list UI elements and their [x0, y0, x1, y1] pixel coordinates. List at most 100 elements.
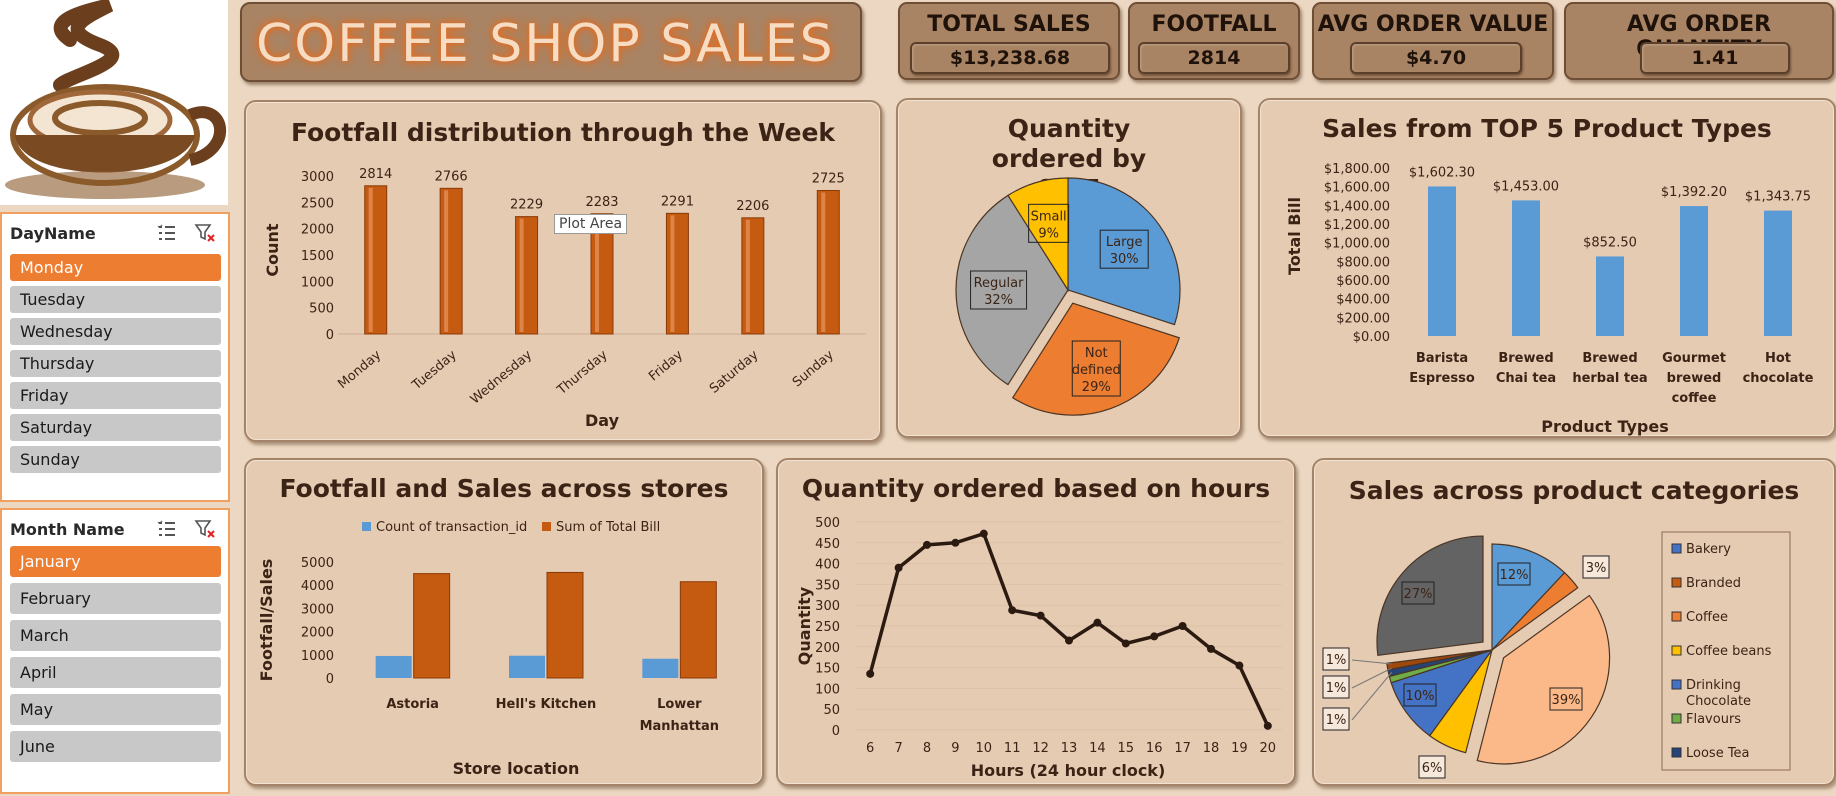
- bar[interactable]: [546, 571, 584, 679]
- data-point[interactable]: [1065, 636, 1073, 645]
- y-tick-label: 1000: [301, 649, 334, 664]
- data-label-box: [1549, 687, 1583, 711]
- bar[interactable]: [816, 189, 840, 335]
- series-line[interactable]: [868, 531, 1270, 727]
- legend-swatch: [1671, 543, 1682, 554]
- slicer-header: DayName: [10, 224, 96, 243]
- multi-select-icon[interactable]: [156, 222, 178, 244]
- bar[interactable]: [1512, 200, 1540, 336]
- category-pie-slice[interactable]: [1491, 571, 1579, 651]
- slicer-item-march[interactable]: March: [10, 620, 221, 651]
- data-point[interactable]: [979, 529, 988, 538]
- data-point[interactable]: [894, 563, 903, 572]
- kpi-value: 2814: [1138, 42, 1290, 74]
- bar[interactable]: [642, 658, 679, 678]
- data-point[interactable]: [1178, 622, 1187, 630]
- bar[interactable]: [741, 217, 765, 335]
- data-label: 2814: [359, 167, 392, 182]
- size-pie-slice[interactable]: [1067, 177, 1181, 326]
- slicer-item-january[interactable]: January: [10, 546, 221, 577]
- slicer-item-friday[interactable]: Friday: [10, 382, 221, 409]
- category-pie-slice[interactable]: [1491, 543, 1566, 652]
- data-label: Not: [1085, 346, 1108, 361]
- data-label-box: [1497, 562, 1531, 586]
- data-label-box: [970, 270, 1028, 310]
- data-point[interactable]: [1036, 611, 1045, 620]
- hours-line-plot[interactable]: 0 50 100 150 200 250 300 350 400 450 500 6 7 8 9 10 11 12…: [778, 460, 1294, 784]
- slicer-item-thursday[interactable]: Thursday: [10, 350, 221, 377]
- y-tick-label: 0: [832, 724, 840, 739]
- kpi-label: AVG ORDER VALUE: [1317, 12, 1549, 37]
- slicer-item-saturday[interactable]: Saturday: [10, 414, 221, 441]
- data-label: 1%: [1326, 653, 1347, 668]
- slicer-item-monday[interactable]: Monday: [10, 254, 221, 281]
- bar[interactable]: [1764, 210, 1792, 336]
- x-tick-label: 9: [951, 741, 959, 756]
- bar[interactable]: [375, 655, 412, 678]
- data-label: $1,392.20: [1661, 185, 1727, 200]
- bar[interactable]: [515, 216, 539, 335]
- legend-label: Branded: [1686, 576, 1741, 591]
- data-point[interactable]: [1150, 632, 1159, 641]
- data-point[interactable]: [1263, 721, 1272, 730]
- size-pie-slice[interactable]: [1011, 302, 1181, 416]
- top5-products-plot[interactable]: $0.00 $200.00 $400.00 $600.00 $800.00 $1,000.…: [1260, 100, 1834, 436]
- data-point[interactable]: [1235, 661, 1244, 670]
- bar[interactable]: [439, 187, 463, 335]
- data-label: Small: [1031, 209, 1067, 224]
- footfall-week-plot[interactable]: 0 500 1000 1500 2000 2500 3000 2814 Monday 2766 Tu…: [246, 102, 880, 440]
- data-point[interactable]: [951, 538, 960, 547]
- slicer-item-february[interactable]: February: [10, 583, 221, 614]
- size-pie-slice[interactable]: [955, 194, 1069, 386]
- clear-filter-icon[interactable]: [194, 518, 216, 540]
- data-point[interactable]: [1207, 644, 1215, 653]
- category-pie-slice[interactable]: [1376, 535, 1484, 657]
- bar[interactable]: [665, 212, 689, 335]
- y-tick-label: $200.00: [1336, 311, 1390, 326]
- data-label: 3%: [1586, 561, 1607, 576]
- size-pie-plot[interactable]: Large 30% Not defined 29% Regular 32% Small 9%: [898, 100, 1240, 436]
- data-label-box: [1418, 755, 1446, 779]
- bar[interactable]: [509, 655, 545, 678]
- y-tick-label: 4000: [301, 579, 334, 594]
- clear-filter-icon[interactable]: [194, 222, 216, 244]
- bar[interactable]: [364, 185, 388, 335]
- y-tick-label: $600.00: [1336, 274, 1390, 289]
- size-pie-slice[interactable]: [1007, 177, 1069, 293]
- slicer-item-may[interactable]: May: [10, 694, 221, 725]
- stores-plot[interactable]: 0 1000 2000 3000 4000 5000 Count of transactio…: [246, 460, 762, 784]
- slicer-item-wednesday[interactable]: Wednesday: [10, 318, 221, 345]
- legend-label: Sum of Total Bill: [556, 520, 660, 535]
- data-point[interactable]: [1121, 639, 1130, 648]
- data-label: 10%: [1406, 689, 1435, 704]
- data-label: 6%: [1422, 761, 1443, 776]
- bar-highlight: [670, 215, 675, 332]
- y-tick-label: $800.00: [1336, 255, 1390, 270]
- slicer-item-april[interactable]: April: [10, 657, 221, 688]
- kpi-value: $4.70: [1350, 42, 1522, 74]
- bar[interactable]: [1680, 206, 1708, 336]
- dashboard-title: COFFEE SHOP SALES: [256, 14, 835, 74]
- bar[interactable]: [1428, 186, 1456, 336]
- bar[interactable]: [679, 581, 717, 679]
- bar-highlight: [821, 192, 826, 332]
- slicer-item-sunday[interactable]: Sunday: [10, 446, 221, 473]
- slicer-item-june[interactable]: June: [10, 731, 221, 762]
- legend-swatch: [362, 522, 371, 531]
- category-pie-slice[interactable]: [1476, 594, 1611, 765]
- y-tick-label: 450: [815, 537, 840, 552]
- categories-pie-plot[interactable]: 12% 3% 39% 6% 10% 1% 1% 1% 27% Bakery Branded Coffe…: [1314, 460, 1834, 784]
- y-tick-label: $1,000.00: [1324, 237, 1390, 252]
- data-point[interactable]: [1093, 618, 1102, 627]
- multi-select-icon[interactable]: [156, 518, 178, 540]
- slicer-item-tuesday[interactable]: Tuesday: [10, 286, 221, 313]
- y-axis-title: Count: [263, 223, 282, 277]
- x-tick-label: 20: [1260, 741, 1277, 756]
- data-point[interactable]: [923, 540, 931, 549]
- bar[interactable]: [413, 573, 451, 679]
- data-point[interactable]: [1008, 606, 1017, 615]
- top5-products-chart: Sales from TOP 5 Product Types $0.00 $200…: [1258, 98, 1836, 438]
- bar[interactable]: [1596, 256, 1624, 336]
- data-point[interactable]: [866, 669, 875, 678]
- data-label: $1,602.30: [1409, 165, 1475, 180]
